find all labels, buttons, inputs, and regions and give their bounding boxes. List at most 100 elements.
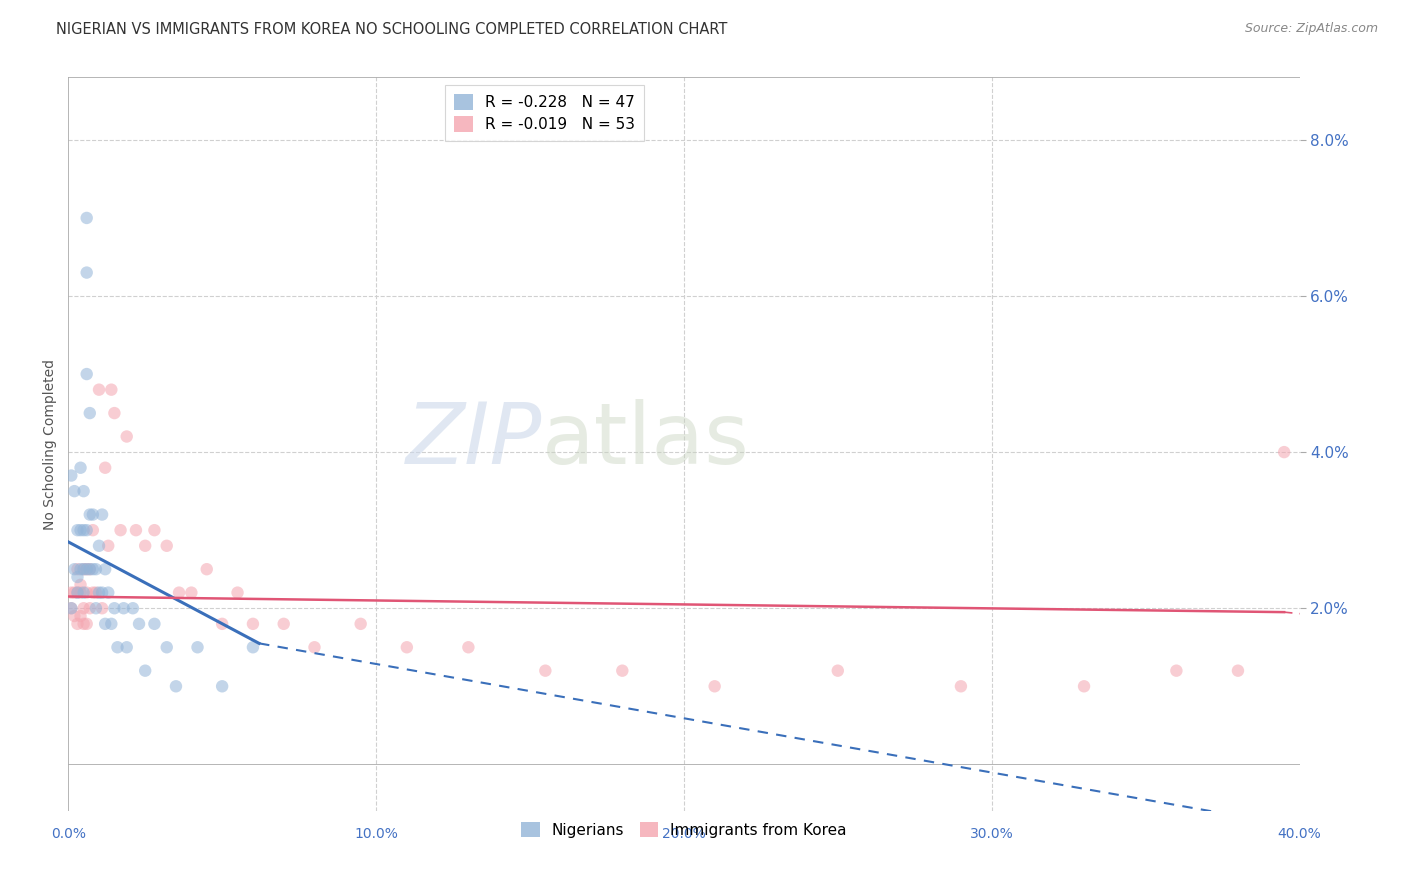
- Point: [76, 616, 98, 631]
- Point: [1272, 445, 1295, 459]
- Text: 40.0%: 40.0%: [1278, 827, 1322, 841]
- Point: [72, 601, 94, 615]
- Point: [69, 460, 91, 475]
- Point: [63, 585, 86, 599]
- Point: [79, 508, 101, 522]
- Point: [66, 570, 89, 584]
- Point: [87, 539, 110, 553]
- Text: atlas: atlas: [543, 399, 751, 483]
- Text: 20.0%: 20.0%: [662, 827, 706, 841]
- Point: [82, 562, 104, 576]
- Point: [82, 585, 104, 599]
- Point: [82, 523, 104, 537]
- Point: [66, 616, 89, 631]
- Legend: Nigerians, Immigrants from Korea: Nigerians, Immigrants from Korea: [515, 815, 852, 844]
- Point: [1226, 664, 1249, 678]
- Point: [211, 616, 233, 631]
- Point: [76, 266, 98, 280]
- Point: [76, 562, 98, 576]
- Point: [242, 640, 264, 655]
- Point: [79, 406, 101, 420]
- Point: [69, 585, 91, 599]
- Point: [79, 562, 101, 576]
- Point: [180, 585, 202, 599]
- Point: [115, 640, 138, 655]
- Point: [134, 664, 156, 678]
- Point: [91, 508, 114, 522]
- Point: [79, 601, 101, 615]
- Point: [186, 640, 208, 655]
- Point: [949, 679, 972, 693]
- Point: [76, 585, 98, 599]
- Point: [66, 523, 89, 537]
- Point: [60, 601, 83, 615]
- Point: [94, 562, 117, 576]
- Point: [91, 585, 114, 599]
- Text: 10.0%: 10.0%: [354, 827, 398, 841]
- Point: [100, 616, 122, 631]
- Point: [110, 523, 132, 537]
- Point: [79, 562, 101, 576]
- Point: [143, 616, 166, 631]
- Point: [122, 601, 145, 615]
- Point: [69, 523, 91, 537]
- Point: [76, 367, 98, 381]
- Point: [60, 468, 83, 483]
- Point: [63, 562, 86, 576]
- Point: [69, 609, 91, 624]
- Point: [827, 664, 849, 678]
- Point: [87, 383, 110, 397]
- Point: [84, 562, 107, 576]
- Point: [107, 640, 129, 655]
- Point: [97, 539, 120, 553]
- Point: [60, 601, 83, 615]
- Point: [273, 616, 295, 631]
- Point: [69, 562, 91, 576]
- Point: [143, 523, 166, 537]
- Point: [128, 616, 150, 631]
- Point: [211, 679, 233, 693]
- Point: [612, 664, 634, 678]
- Point: [242, 616, 264, 631]
- Point: [84, 601, 107, 615]
- Point: [94, 616, 117, 631]
- Point: [66, 585, 89, 599]
- Point: [72, 562, 94, 576]
- Point: [60, 585, 83, 599]
- Point: [76, 523, 98, 537]
- Point: [534, 664, 557, 678]
- Point: [69, 578, 91, 592]
- Point: [226, 585, 249, 599]
- Point: [72, 585, 94, 599]
- Point: [125, 523, 148, 537]
- Point: [87, 585, 110, 599]
- Point: [195, 562, 218, 576]
- Point: [304, 640, 326, 655]
- Point: [457, 640, 479, 655]
- Point: [72, 523, 94, 537]
- Point: [100, 383, 122, 397]
- Point: [350, 616, 373, 631]
- Point: [703, 679, 725, 693]
- Point: [1073, 679, 1095, 693]
- Point: [72, 616, 94, 631]
- Point: [76, 562, 98, 576]
- Text: Source: ZipAtlas.com: Source: ZipAtlas.com: [1244, 22, 1378, 36]
- Point: [112, 601, 135, 615]
- Y-axis label: No Schooling Completed: No Schooling Completed: [44, 359, 58, 530]
- Point: [91, 601, 114, 615]
- Point: [395, 640, 418, 655]
- Point: [72, 484, 94, 499]
- Point: [1166, 664, 1188, 678]
- Point: [66, 585, 89, 599]
- Point: [156, 640, 179, 655]
- Text: ZIP: ZIP: [406, 399, 543, 483]
- Text: 30.0%: 30.0%: [970, 827, 1014, 841]
- Point: [66, 562, 89, 576]
- Point: [63, 484, 86, 499]
- Text: 0.0%: 0.0%: [51, 827, 86, 841]
- Point: [97, 585, 120, 599]
- Point: [115, 429, 138, 443]
- Point: [165, 679, 187, 693]
- Point: [94, 460, 117, 475]
